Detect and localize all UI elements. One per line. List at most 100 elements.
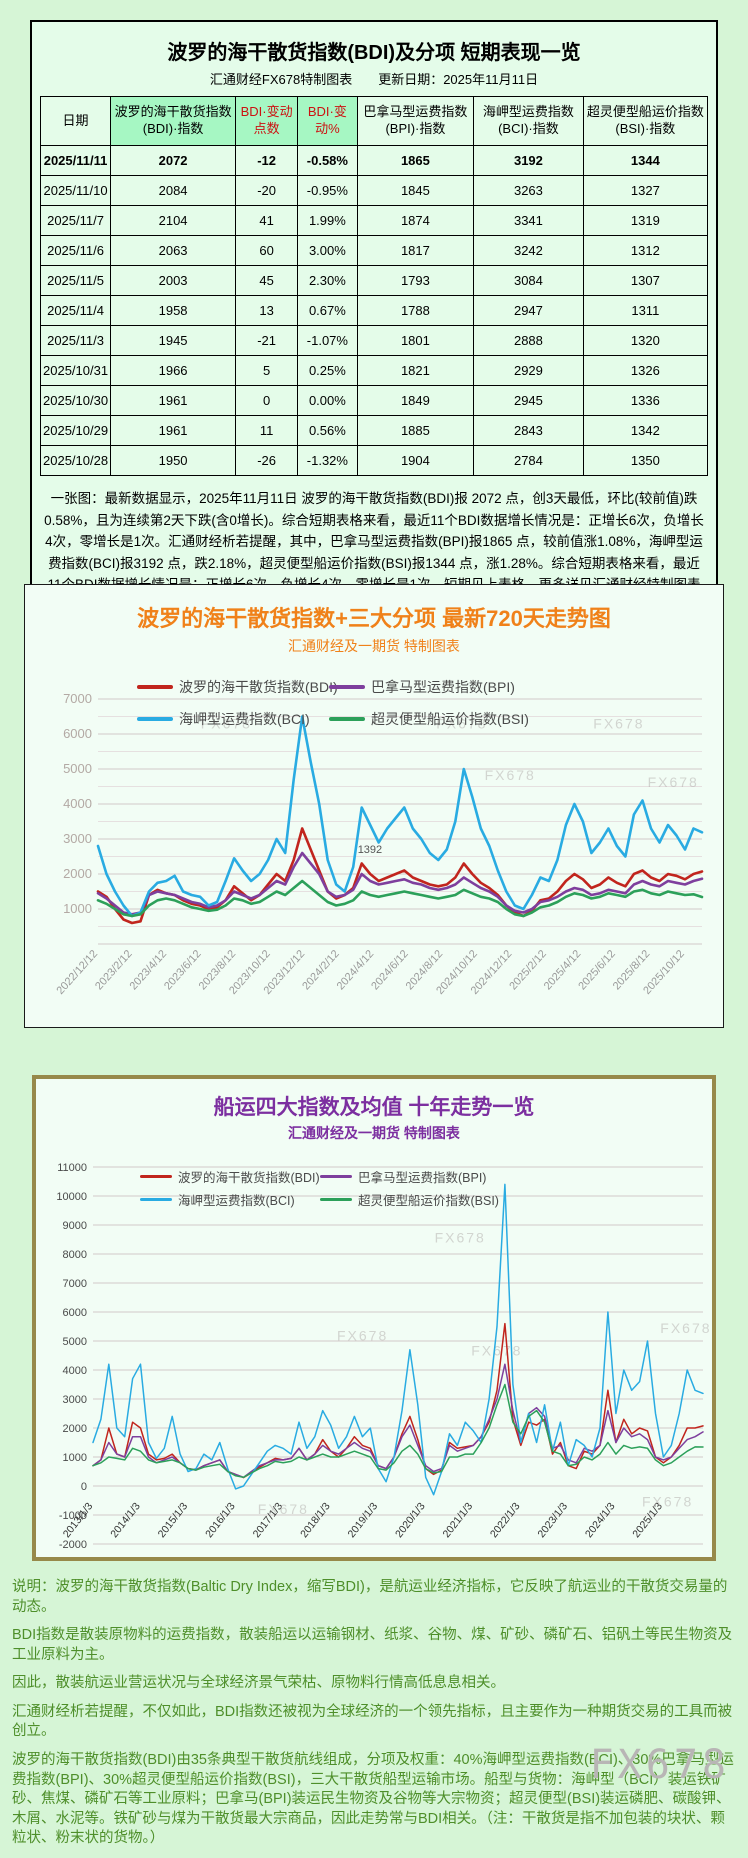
table-cell: 0.25% bbox=[297, 355, 358, 386]
chart-watermark: FX678 bbox=[593, 715, 644, 731]
table-cell: 2947 bbox=[473, 295, 584, 326]
chart-watermark: FX678 bbox=[648, 774, 699, 790]
legend-label: 超灵便型船运价指数(BSI) bbox=[371, 711, 529, 727]
legend-label: 超灵便型船运价指数(BSI) bbox=[358, 1194, 499, 1208]
table-cell: 2072 bbox=[110, 145, 237, 176]
table-cell: 5 bbox=[235, 355, 299, 386]
table-cell: 2003 bbox=[110, 265, 237, 296]
y-axis-label: 0 bbox=[81, 1481, 87, 1493]
table-cell: 3242 bbox=[473, 235, 584, 266]
table-cell: 2843 bbox=[473, 415, 584, 446]
table-row: 2025/11/3 1945 -21 -1.07% 1801 2888 1320 bbox=[39, 325, 709, 356]
table-cell: 2025/11/5 bbox=[39, 265, 112, 296]
data-label: 1392 bbox=[358, 844, 382, 856]
y-axis-label: 1000 bbox=[63, 901, 92, 916]
x-axis-label: 2023/1/3 bbox=[535, 1500, 570, 1540]
table-cell: 1950 bbox=[110, 445, 237, 476]
y-axis-label: 10000 bbox=[56, 1191, 87, 1203]
table-cell: 1326 bbox=[582, 355, 709, 386]
legend-item-bpi: 巴拿马型运费指数(BPI) bbox=[329, 677, 529, 697]
table-cell: 3.00% bbox=[297, 235, 358, 266]
table-cell: 1801 bbox=[356, 325, 475, 356]
table-cell: 2929 bbox=[473, 355, 584, 386]
table-cell: -1.07% bbox=[297, 325, 358, 356]
table-row: 2025/10/30 1961 0 0.00% 1849 2945 1336 bbox=[39, 385, 709, 416]
y-axis-label: 3000 bbox=[63, 831, 92, 846]
table-cell: 1311 bbox=[582, 295, 709, 326]
x-axis-label: 2022/1/3 bbox=[488, 1500, 523, 1540]
table-cell: -26 bbox=[235, 445, 299, 476]
table-row: 2025/10/29 1961 11 0.56% 1885 2843 1342 bbox=[39, 415, 709, 446]
series-line-bpi bbox=[96, 851, 704, 916]
table-cell: -0.95% bbox=[297, 175, 358, 206]
chart-10y-subtitle: 汇通财经及一期货 特制图表 bbox=[288, 1125, 460, 1141]
table-cell: 11 bbox=[235, 415, 299, 446]
table-cell: 2025/11/3 bbox=[39, 325, 112, 356]
summary-note: 一张图：最新数据显示，2025年11月11日 波罗的海干散货指数(BDI)报 2… bbox=[44, 491, 704, 614]
table-cell: 1342 bbox=[582, 415, 709, 446]
legend-item-bsi: 超灵便型船运价指数(BSI) bbox=[329, 709, 529, 729]
legend-line-swatch bbox=[140, 1175, 172, 1178]
trend-chart-720d: 10002000300040005000600070002022/12/1220… bbox=[54, 691, 704, 997]
table-cell: 2025/11/7 bbox=[39, 205, 112, 236]
footer-line: 因此，散装航运业营运状况与全球经济景气荣枯、原物料行情高低息息相关。 bbox=[12, 1675, 505, 1692]
chart-watermark: FX678 bbox=[436, 715, 487, 731]
table-cell: 1904 bbox=[356, 445, 475, 476]
table-cell: 2025/11/10 bbox=[39, 175, 112, 206]
chart-720d-legend: 波罗的海干散货指数(BDI) 巴拿马型运费指数(BPI) 海岬型运费指数(BCI) 超… bbox=[137, 677, 529, 729]
table-cell: 2084 bbox=[110, 175, 237, 206]
table-cell: 2025/10/29 bbox=[39, 415, 112, 446]
legend-item-bci: 海岬型运费指数(BCI) bbox=[137, 709, 329, 729]
y-axis-label: -1000 bbox=[59, 1510, 87, 1522]
table-cell: 2063 bbox=[110, 235, 237, 266]
x-axis-label: 2020/1/3 bbox=[393, 1500, 428, 1540]
legend-line-swatch bbox=[329, 717, 365, 721]
y-axis-label: 8000 bbox=[63, 1249, 87, 1261]
table-cell: 2104 bbox=[110, 205, 237, 236]
y-axis-label: 6000 bbox=[63, 1307, 87, 1319]
table-cell: 1350 bbox=[582, 445, 709, 476]
table-cell: 2025/10/28 bbox=[39, 445, 112, 476]
table-cell: 2784 bbox=[473, 445, 584, 476]
y-axis-label: 4000 bbox=[63, 796, 92, 811]
table-cell: 1958 bbox=[110, 295, 237, 326]
table-cell: 3263 bbox=[473, 175, 584, 206]
x-axis-label: 2024/1/3 bbox=[583, 1500, 618, 1540]
legend-item-bsi: 超灵便型船运价指数(BSI) bbox=[320, 1190, 499, 1209]
table-cell: 1327 bbox=[582, 175, 709, 206]
legend-line-swatch bbox=[320, 1198, 352, 1201]
chart-10y-title: 船运四大指数及均值 十年走势一览 bbox=[213, 1096, 535, 1119]
table-row: 2025/11/5 2003 45 2.30% 1793 3084 1307 bbox=[39, 265, 709, 296]
footer-line: 说明：波罗的海干散货指数(Baltic Dry Index，缩写BDI)，是航运… bbox=[12, 1579, 728, 1615]
y-axis-label: 4000 bbox=[63, 1365, 87, 1377]
x-axis-label: 2022/12/12 bbox=[54, 948, 100, 997]
table-cell: 1336 bbox=[582, 385, 709, 416]
table-cell: -21 bbox=[235, 325, 299, 356]
chart-watermark: FX678 bbox=[337, 1327, 388, 1343]
column-header: 超灵便型船运价指数(BSI)·指数 bbox=[582, 96, 709, 146]
legend-line-swatch bbox=[320, 1175, 352, 1178]
legend-label: 波罗的海干散货指数(BDI) bbox=[178, 1171, 320, 1185]
table-row: 2025/11/4 1958 13 0.67% 1788 2947 1311 bbox=[39, 295, 709, 326]
trend-chart-10y: -2000 -1000 0 1000 2000 3000 4000 5000 6000 7000 8… bbox=[56, 1162, 711, 1551]
x-axis-label: 2014/1/3 bbox=[108, 1500, 143, 1540]
bdi-data-table: 日期 波罗的海干散货指数(BDI)·指数 BDI·变动点数 BDI·变动% 巴拿马型运费… bbox=[39, 96, 709, 476]
y-axis-label: -2000 bbox=[59, 1539, 87, 1551]
table-cell: 1817 bbox=[356, 235, 475, 266]
table-cell: 0.56% bbox=[297, 415, 358, 446]
table-cell: 2025/11/6 bbox=[39, 235, 112, 266]
table-cell: 2025/10/30 bbox=[39, 385, 112, 416]
y-axis-label: 7000 bbox=[63, 691, 92, 706]
column-header: BDI·变动% bbox=[297, 96, 358, 146]
legend-item-bpi: 巴拿马型运费指数(BPI) bbox=[320, 1167, 499, 1186]
chart-watermark: FX678 bbox=[660, 1320, 711, 1336]
table-cell: 1845 bbox=[356, 175, 475, 206]
footer-line: 汇通财经析若提醒，不仅如此，BDI指数还被视为全球经济的一个领先指标，且主要作为… bbox=[12, 1703, 733, 1740]
table-header-row: 日期 波罗的海干散货指数(BDI)·指数 BDI·变动点数 BDI·变动% 巴拿马型运费… bbox=[39, 96, 709, 146]
table-cell: 1966 bbox=[110, 355, 237, 386]
series-line-bci bbox=[92, 1183, 704, 1496]
table-cell: 1849 bbox=[356, 385, 475, 416]
column-header: 海岬型运费指数(BCI)·指数 bbox=[473, 96, 584, 146]
table-cell: 60 bbox=[235, 235, 299, 266]
table-cell: 0 bbox=[235, 385, 299, 416]
